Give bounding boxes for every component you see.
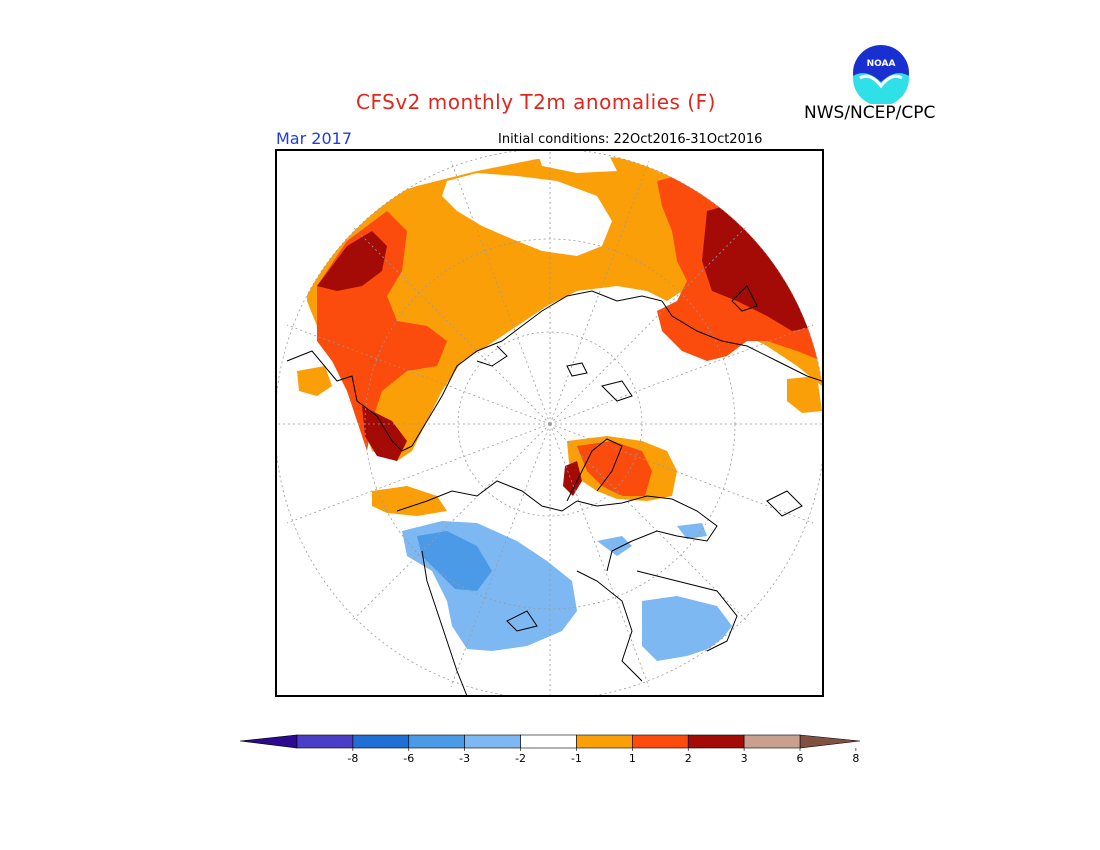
anomaly-area-caribbean-orange (372, 486, 447, 516)
colorbar-tick-label-5: 1 (629, 752, 636, 765)
anomaly-area-greenland-blue (677, 523, 707, 539)
anomaly-area-arctic-blue (597, 536, 632, 556)
anomaly-area-scandinavia-red (577, 441, 652, 496)
colorbar-tick-label-1: -6 (403, 752, 414, 765)
noaa-logo: NOAA (851, 43, 911, 104)
anomaly-area-pacific-se-orange (787, 376, 822, 413)
colorbar-bin-2 (408, 734, 465, 749)
colorbar-tick-label-8: 6 (797, 752, 804, 765)
colorbar-tick-label-6: 2 (685, 752, 692, 765)
anomaly-area-east-asia-darkred (317, 231, 387, 291)
noaa-logo-text: NOAA (867, 59, 896, 69)
colorbar-tick-label-2: -3 (459, 752, 470, 765)
colorbar-bin-3 (464, 734, 521, 749)
map-title: CFSv2 monthly T2m anomalies (F) (356, 90, 716, 114)
initial-conditions-label: Initial conditions: 22Oct2016-31Oct2016 (498, 132, 763, 147)
anomaly-area-india-orange (297, 366, 332, 396)
anomaly-area-china-darkred (362, 406, 407, 461)
colorbar-bin-6 (632, 734, 689, 749)
colorbar-bin-5 (576, 734, 633, 749)
colorbar: -8 -6 -3 -2 -1 1 2 3 6 8 (240, 734, 861, 765)
colorbar-bin-1 (352, 734, 410, 749)
anomaly-area-pacific-white (537, 151, 617, 173)
colorbar-tick-label-7: 3 (741, 752, 748, 765)
colorbar-left-arrow (240, 734, 298, 749)
colorbar-tick-label-9: 8 (852, 752, 859, 765)
colorbar-tick-label-4: -1 (571, 752, 582, 765)
anomaly-area-siberia-blue (642, 596, 732, 661)
agency-label: NWS/NCEP/CPC (804, 103, 936, 123)
coastlines (286, 285, 822, 695)
colorbar-bin-8 (743, 734, 801, 749)
anomaly-area-alaska-darkred (702, 201, 817, 331)
polar-map (277, 151, 822, 695)
colorbar-bin-0 (296, 734, 354, 749)
anomaly-area-siberia-white (442, 173, 612, 256)
graticule (277, 151, 822, 695)
anomaly-area-scandinavia-darkred (563, 461, 582, 496)
valid-month-label: Mar 2017 (276, 129, 352, 148)
polar-map-frame (275, 149, 824, 697)
anomaly-area-canada-mid-blue (417, 531, 492, 591)
colorbar-tick-label-3: -2 (515, 752, 526, 765)
colorbar-right-arrow (799, 734, 861, 749)
colorbar-bin-7 (687, 734, 745, 749)
colorbar-bin-4 (520, 734, 577, 749)
colorbar-tick-label-0: -8 (347, 752, 358, 765)
